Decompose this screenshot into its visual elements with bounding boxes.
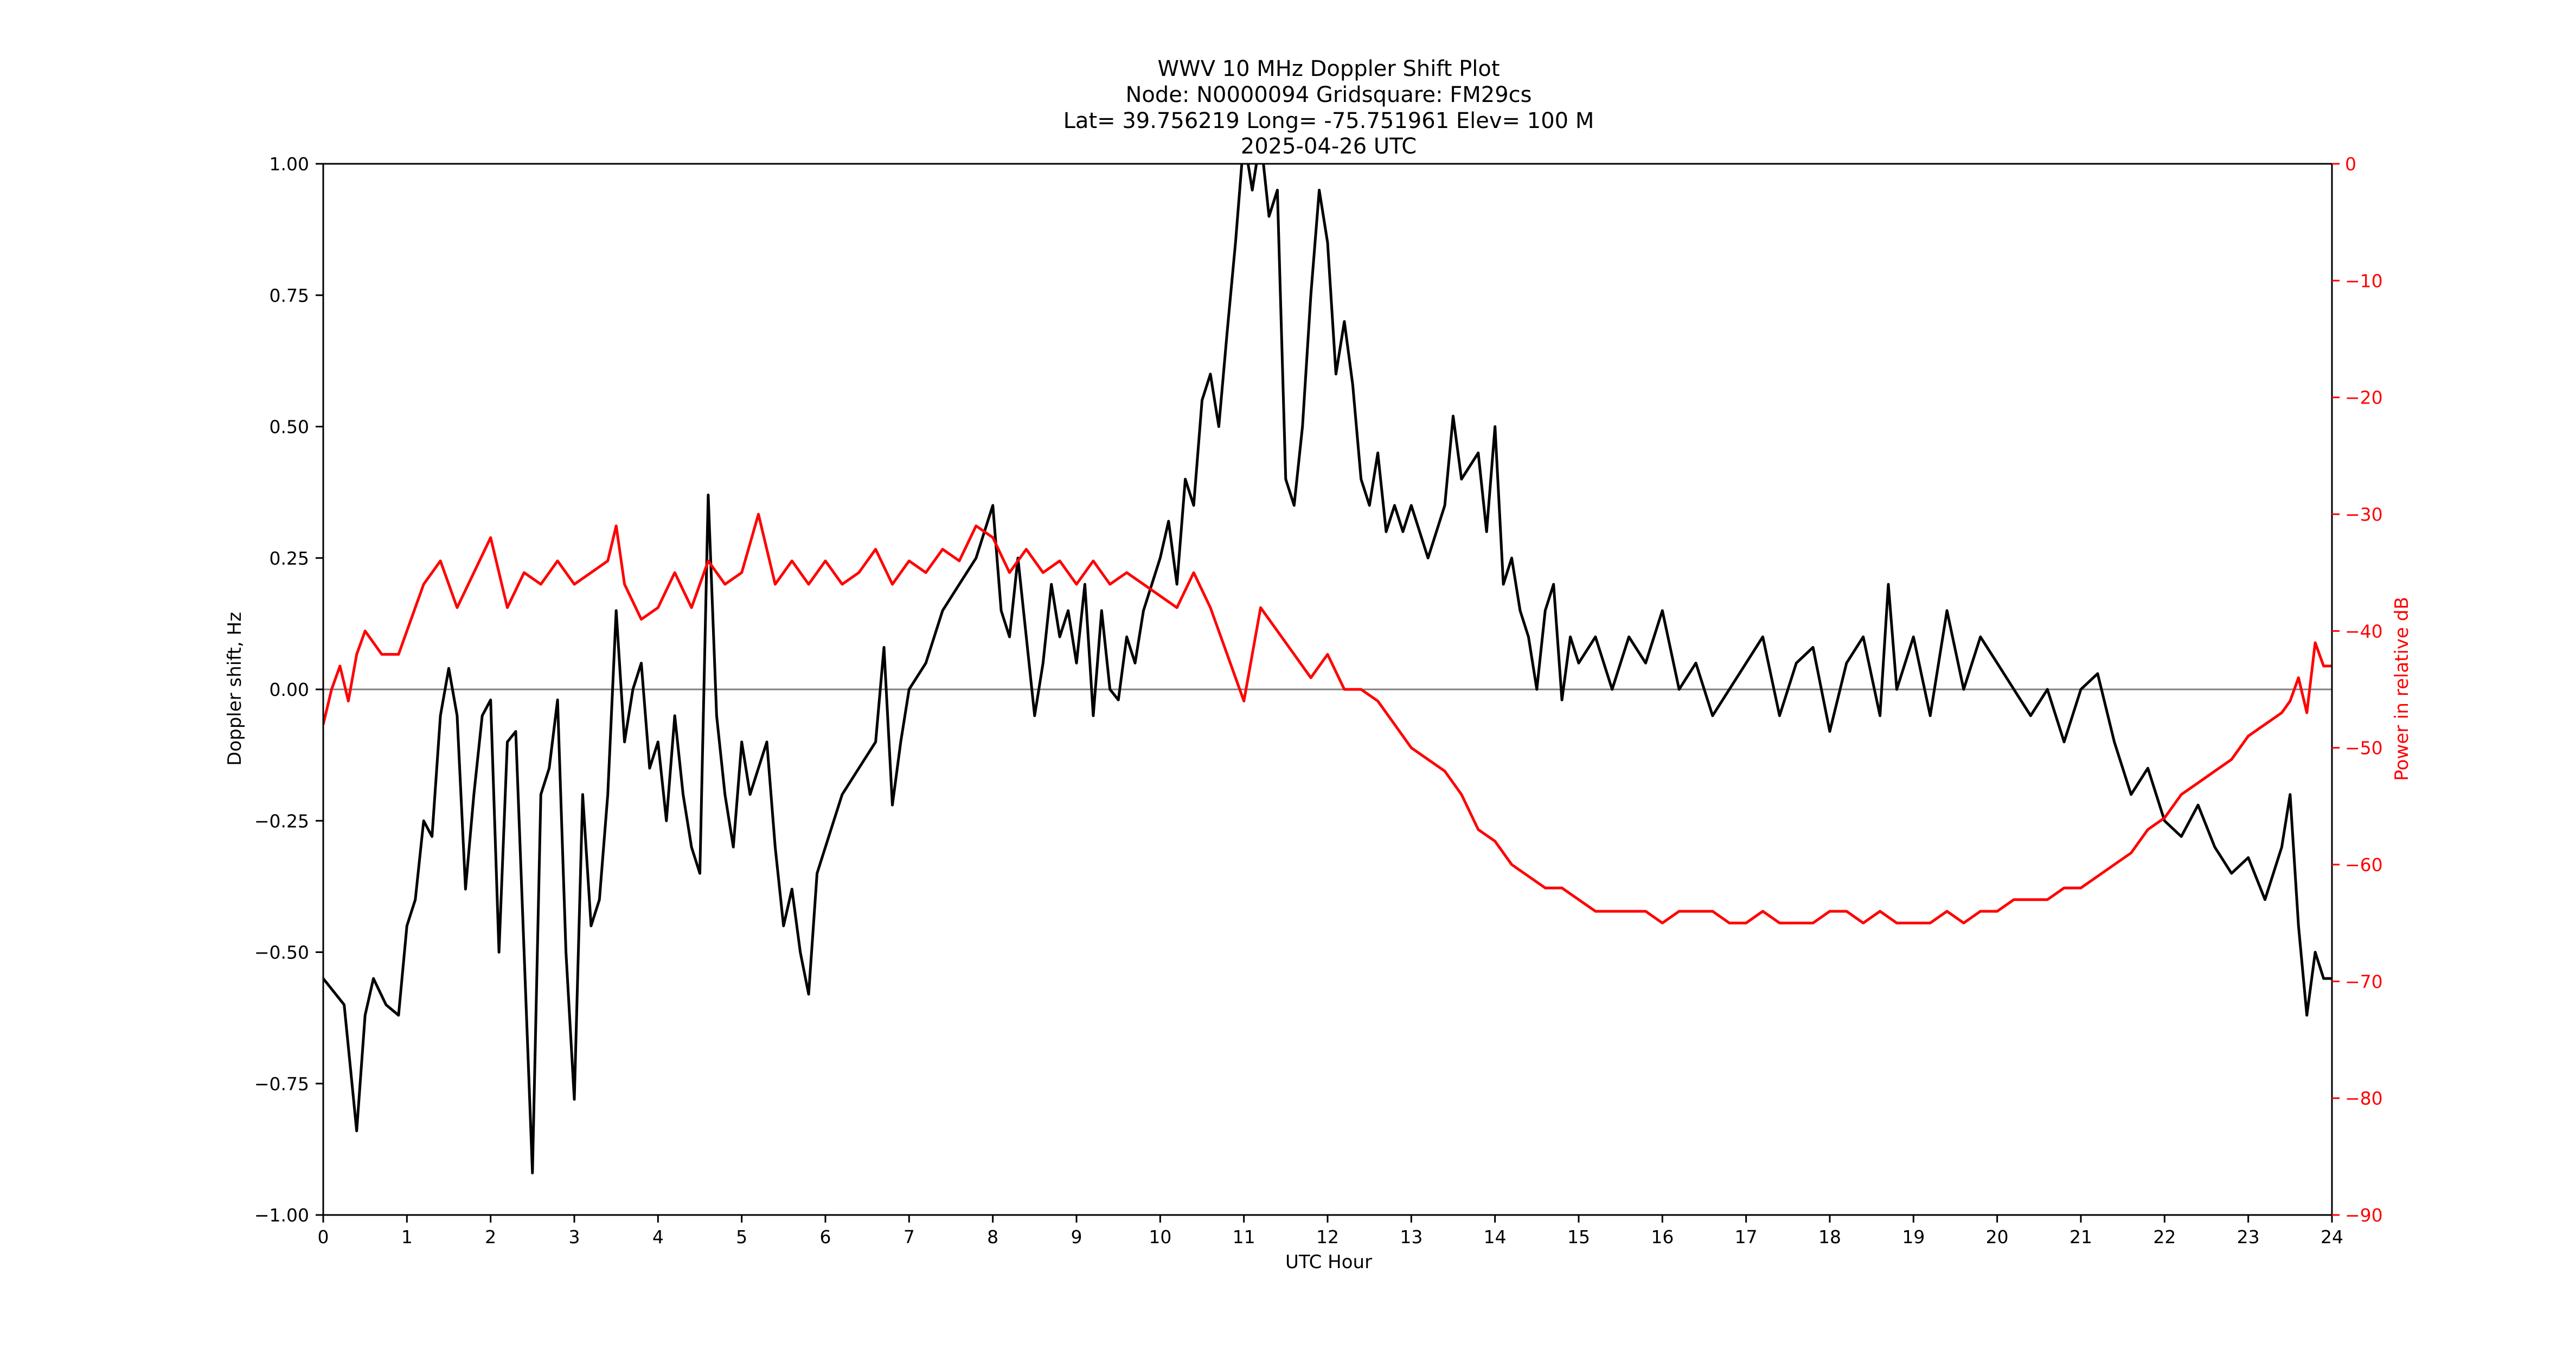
x-tick-label: 1 [401,1226,413,1248]
y-right-tick-label: −60 [2345,854,2383,875]
doppler-line [323,164,2332,1174]
y-axis-label-right: Power in relative dB [2391,597,2413,781]
y-right-tick-label: 0 [2345,153,2356,175]
y-right-tick-label: −70 [2345,971,2383,992]
x-tick-label: 6 [820,1226,831,1248]
x-tick-label: 24 [2321,1226,2343,1248]
x-tick-label: 4 [652,1226,664,1248]
x-tick-label: 22 [2153,1226,2176,1248]
x-tick-label: 12 [1316,1226,1339,1248]
series-group [323,164,2332,1174]
x-tick-label: 14 [1484,1226,1507,1248]
y-left-tick-label: 0.00 [270,679,309,700]
x-tick-label: 17 [1735,1226,1758,1248]
x-axis-label: UTC Hour [1285,1251,1372,1273]
x-tick-label: 16 [1651,1226,1674,1248]
power-line [323,513,2332,925]
y-left-tick-label: −0.75 [254,1073,309,1095]
x-tick-label: 13 [1400,1226,1422,1248]
y-right-tick-label: −90 [2345,1205,2383,1226]
plot-area: 0 1 2 3 4 5 6 7 8 9 10 11 12 13 14 15 16 17 18 19 20 21 22 23 24… [254,153,2383,1248]
y-left-tick-label: −0.50 [254,942,309,963]
y-left-tick-label: 0.50 [270,417,309,438]
y-left-tick-label: −0.25 [254,810,309,831]
x-tick-label: 10 [1149,1226,1171,1248]
x-tick-label: 8 [987,1226,998,1248]
y-left-tick-label: −1.00 [254,1205,309,1226]
x-tick-label: 9 [1071,1226,1082,1248]
y-left-tick-label: 0.75 [270,285,309,306]
x-tick-label: 21 [2069,1226,2092,1248]
y-right-tick-label: −20 [2345,387,2383,408]
x-tick-label: 20 [1986,1226,2009,1248]
x-tick-label: 0 [318,1226,329,1248]
x-tick-label: 23 [2237,1226,2260,1248]
x-tick-label: 18 [1818,1226,1841,1248]
x-tick-label: 15 [1567,1226,1590,1248]
y-left-tick-label: 0.25 [270,548,309,569]
y-right-tick-label: −80 [2345,1088,2383,1109]
y-left-tick-label: 1.00 [270,153,309,175]
chart-title-line-1: WWV 10 MHz Doppler Shift Plot [1157,56,1500,81]
chart-title-line-3: Lat= 39.756219 Long= -75.751961 Elev= 10… [1063,108,1594,133]
x-tick-label: 7 [903,1226,915,1248]
y-right-tick-label: −50 [2345,738,2383,759]
x-tick-label: 5 [736,1226,747,1248]
chart-title-line-2: Node: N0000094 Gridsquare: FM29cs [1125,82,1531,107]
x-tick-label: 3 [569,1226,580,1248]
y-right-tick-label: −40 [2345,621,2383,642]
x-tick-label: 2 [485,1226,496,1248]
x-tick-label: 11 [1233,1226,1255,1248]
x-tick-label: 19 [1902,1226,1925,1248]
chart-title-line-4: 2025-04-26 UTC [1241,134,1417,159]
y-right-tick-label: −30 [2345,504,2383,525]
y-axis-label-left: Doppler shift, Hz [224,612,246,766]
y-right-tick-label: −10 [2345,270,2383,291]
